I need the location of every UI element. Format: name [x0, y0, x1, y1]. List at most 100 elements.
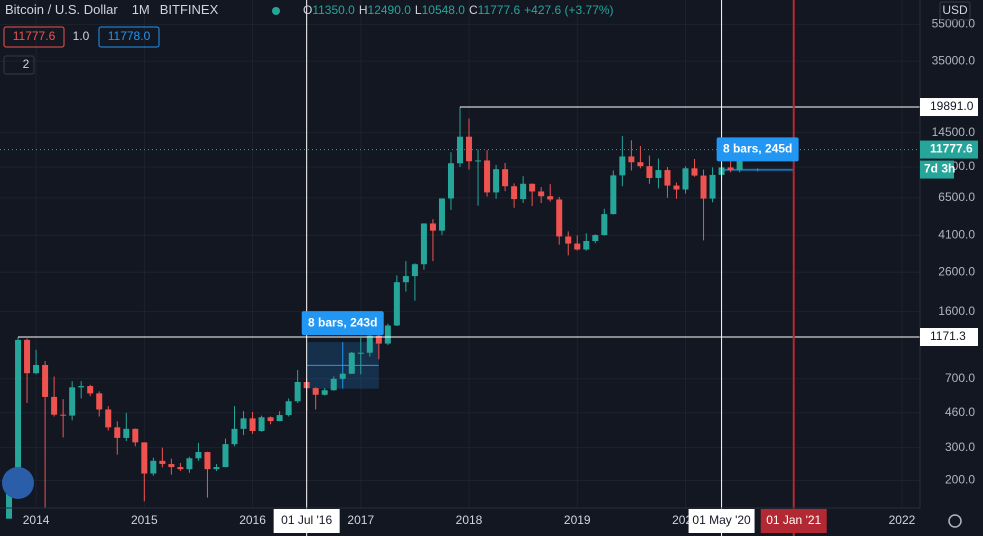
candle-body: [276, 415, 283, 422]
sell-price[interactable]: 11777.6: [13, 29, 56, 43]
ohlc-value: 11350.0: [312, 3, 355, 17]
candle-body: [691, 168, 698, 176]
candle-body: [294, 381, 301, 402]
candle-body: [429, 223, 436, 231]
candle-body: [15, 339, 22, 479]
candle-body: [655, 170, 662, 178]
measure-label: 8 bars, 243d: [308, 315, 377, 329]
status-dot: [272, 7, 280, 15]
candle-body: [78, 386, 85, 388]
y-tick-label: 14500.0: [932, 125, 976, 139]
candle-body: [366, 335, 373, 353]
candle-body: [177, 467, 184, 470]
candle-body: [438, 198, 445, 231]
candle-body: [42, 364, 49, 397]
x-tick-label: 2022: [889, 513, 916, 527]
candle-body: [204, 452, 211, 470]
candle-body: [69, 387, 76, 416]
candle-body: [6, 478, 13, 519]
settings-icon[interactable]: [948, 514, 962, 528]
candle-body: [393, 282, 400, 326]
price-label: 11777.6: [930, 142, 973, 156]
indicators-btn[interactable]: [3, 55, 35, 75]
countdown: 7d 3h: [924, 162, 955, 176]
legend: Bitcoin / U.S. Dollar 1M BITFINEX: [5, 2, 219, 17]
legend-item: 1M: [132, 2, 150, 17]
sell-btn[interactable]: [3, 26, 65, 48]
currency[interactable]: USD: [942, 3, 968, 17]
hline-label-bg: [920, 98, 978, 117]
candle-body: [87, 386, 94, 394]
candle-body: [493, 169, 500, 193]
candle-body: [222, 444, 229, 468]
ohlc-value: 12490.0: [368, 3, 412, 17]
date-label: 01 May '20: [692, 513, 751, 527]
ohlc-label: O: [303, 3, 312, 17]
measure-label: 8 bars, 245d: [723, 141, 792, 155]
x-tick-label: 2015: [131, 513, 158, 527]
candle-body: [574, 243, 581, 250]
price-label-bg: [920, 140, 978, 159]
candle-body: [610, 175, 617, 215]
candle-body: [583, 241, 590, 250]
candle-body: [375, 335, 382, 344]
candle-body: [709, 174, 716, 199]
currency-btn[interactable]: [939, 1, 971, 21]
candle-body: [484, 160, 491, 193]
candle-body: [556, 199, 563, 237]
candle-body: [637, 162, 644, 167]
candle-body: [628, 156, 635, 163]
date-label-bg: [273, 509, 340, 533]
candle-body: [33, 364, 40, 374]
candle-body: [285, 401, 292, 416]
candle-body: [538, 191, 545, 197]
indicators-count[interactable]: 2: [23, 57, 30, 71]
candle-body: [529, 183, 536, 192]
countdown-bg: [920, 160, 954, 179]
candle-body: [727, 167, 734, 171]
candle-body: [267, 417, 274, 422]
candle-body: [330, 378, 337, 391]
candle-body: [348, 352, 355, 374]
candle-body: [231, 428, 238, 445]
candle-body: [213, 467, 220, 470]
buy-btn[interactable]: [98, 26, 160, 48]
candle-body: [312, 388, 319, 395]
x-tick-label: 2016: [239, 513, 266, 527]
date-label-bg: [688, 509, 755, 533]
ohlc-label: H: [359, 3, 368, 17]
candle-body: [447, 163, 454, 199]
date-label: 01 Jul '16: [281, 513, 332, 527]
candle-body: [511, 186, 518, 200]
legend-item: BITFINEX: [160, 2, 219, 17]
legend-ohlc: O11350.0 H12490.0 L10548.0 C11777.6 +427.6 (…: [303, 3, 614, 17]
candle-body: [547, 196, 554, 200]
candle-body: [150, 460, 157, 474]
candle-body: [664, 170, 671, 186]
date-label-bg: [760, 509, 827, 533]
candle-body: [520, 183, 527, 200]
y-tick-label: 4100.0: [938, 227, 975, 241]
candle-body: [682, 168, 689, 190]
candle-body: [132, 428, 139, 443]
buy-price[interactable]: 11778.0: [108, 29, 151, 43]
candle-body: [384, 325, 391, 344]
x-tick-label: 2017: [347, 513, 374, 527]
ohlc-label: C: [469, 3, 478, 17]
candle-body: [700, 175, 707, 199]
candle-body: [339, 373, 346, 379]
candle-body: [565, 236, 572, 244]
hline-label: 19891.0: [930, 99, 974, 113]
candle-body: [195, 452, 202, 459]
candle-body: [240, 418, 247, 429]
ohlc-value: 10548.0: [422, 3, 466, 17]
candle-body: [186, 458, 193, 470]
candle-body: [736, 152, 743, 171]
quantity[interactable]: 1.0: [73, 29, 90, 43]
ohlc-label: L: [415, 3, 422, 17]
x-tick-label: 2014: [23, 513, 50, 527]
logo: [2, 467, 34, 499]
candle-body: [592, 235, 599, 242]
